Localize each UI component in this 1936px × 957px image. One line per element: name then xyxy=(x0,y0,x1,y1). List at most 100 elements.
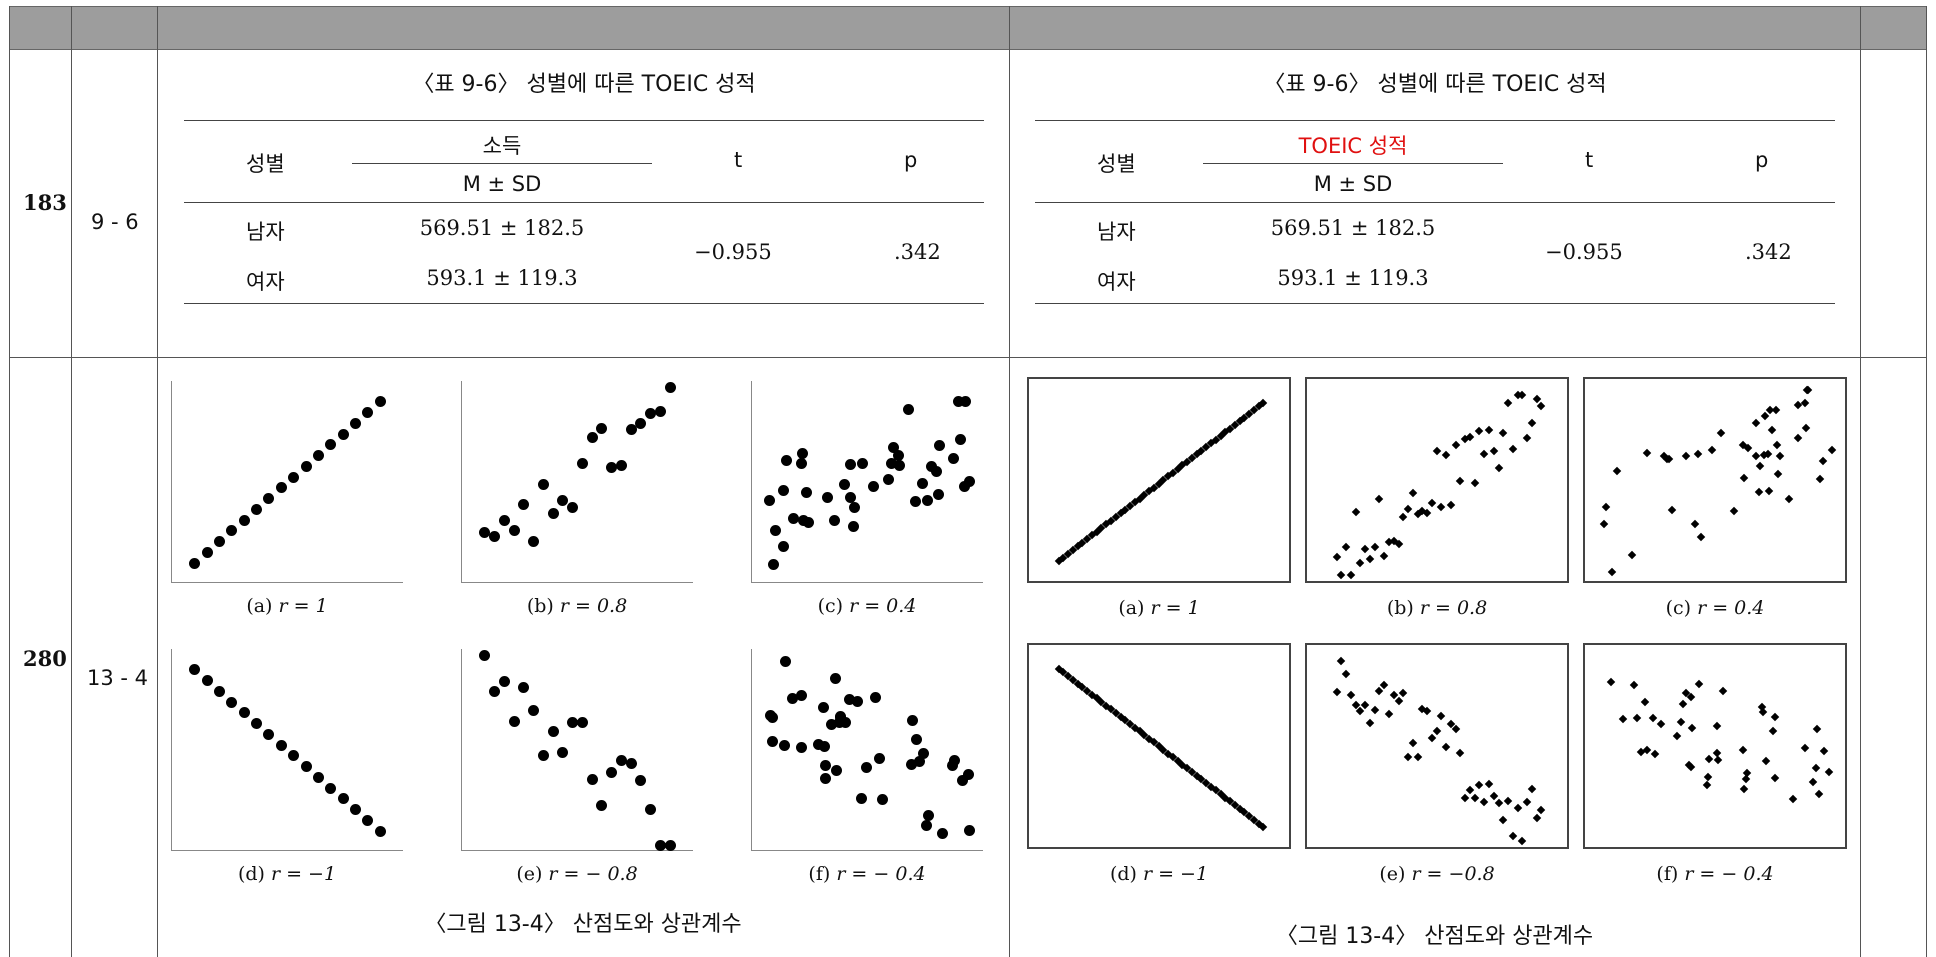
scatter-point xyxy=(1451,440,1460,450)
scatter-point xyxy=(201,547,213,559)
scatter-point xyxy=(1403,504,1413,514)
scatter-point xyxy=(238,707,250,719)
scatter-point xyxy=(1432,446,1441,455)
scatter-point xyxy=(856,792,868,804)
scatter-point xyxy=(933,440,945,452)
scatter-point xyxy=(830,764,842,776)
x-axis xyxy=(171,850,403,851)
t-value: −0.955 xyxy=(694,240,772,264)
scatter-point xyxy=(1668,505,1677,514)
section-number: 9 - 6 xyxy=(91,210,139,234)
scatter-point xyxy=(1456,477,1465,486)
scatter-point xyxy=(1332,687,1341,697)
scatter-point xyxy=(488,686,500,698)
scatter-point xyxy=(1422,509,1432,518)
scatter-point xyxy=(1712,721,1722,731)
scatter-point xyxy=(1812,724,1822,734)
scatter-point xyxy=(906,715,918,727)
panel-r-value: r = − 0.4 xyxy=(836,863,926,885)
scatter-point xyxy=(1702,780,1711,789)
scatter-point xyxy=(1427,498,1437,507)
scatter-point xyxy=(913,756,925,768)
panel-label-e: (e) r = −0.8 xyxy=(1305,863,1569,885)
scatter-point xyxy=(374,825,386,837)
page-number: 183 xyxy=(23,190,67,215)
panel-r-value: r = −0.8 xyxy=(1411,863,1495,885)
scatter-point xyxy=(1370,542,1379,552)
scatter-point xyxy=(528,536,540,548)
scatter-point xyxy=(1518,836,1527,846)
y-axis xyxy=(751,649,752,851)
scatter-point xyxy=(615,460,627,472)
scatter-point xyxy=(1800,398,1810,407)
scatter-point xyxy=(1537,805,1546,815)
scatter-point xyxy=(312,450,324,462)
panel-label-d: (d) r = −1 xyxy=(1027,863,1291,885)
scatter-point xyxy=(1818,456,1828,465)
scatter-point xyxy=(1739,473,1748,483)
scatter-point xyxy=(1379,551,1389,561)
scatter-point xyxy=(1628,550,1637,559)
scatter-box-f xyxy=(1583,643,1847,849)
scatter-point xyxy=(1513,803,1522,813)
scatter-point xyxy=(1341,543,1351,552)
scatter-point xyxy=(1612,466,1622,476)
scatter-point xyxy=(1403,752,1413,762)
scatter-point xyxy=(1494,799,1503,808)
scatter-plot-f xyxy=(751,649,983,851)
scatter-point xyxy=(1691,519,1700,529)
scatter-point xyxy=(1337,570,1346,580)
scatter-point xyxy=(488,531,500,543)
scatter-point xyxy=(1713,755,1723,765)
scatter-point xyxy=(251,718,263,730)
scatter-point xyxy=(1499,429,1508,438)
scatter-point xyxy=(1532,813,1541,823)
scatter-point xyxy=(1375,494,1384,503)
scatter-point xyxy=(557,746,569,758)
figure-caption: 〈그림 13-4〉 산점도와 상관계수 xyxy=(424,912,742,937)
panel-label-c: (c) r = 0.4 xyxy=(751,595,983,617)
scatter-point xyxy=(655,839,667,851)
scatter-point xyxy=(537,478,549,490)
scatter-point xyxy=(337,428,349,440)
scatter-point xyxy=(275,739,287,751)
scatter-point xyxy=(828,514,840,526)
scatter-point xyxy=(645,804,657,816)
scatter-point xyxy=(860,761,872,773)
scatter-point xyxy=(1775,451,1785,461)
scatter-point xyxy=(1769,727,1778,736)
scatter-point xyxy=(922,494,934,506)
x-axis xyxy=(171,582,403,583)
scatter-point xyxy=(819,772,831,784)
scatter-point xyxy=(843,694,855,706)
col-border xyxy=(71,6,72,957)
scatter-point xyxy=(1676,717,1685,727)
scatter-point xyxy=(869,692,881,704)
panel-letter: (c) xyxy=(817,595,850,617)
scatter-point xyxy=(1408,738,1418,747)
scatter-point xyxy=(848,502,860,514)
scatter-point xyxy=(909,496,921,508)
scatter-point xyxy=(1632,714,1641,723)
scatter-point xyxy=(288,750,300,762)
scatter-point xyxy=(830,673,842,685)
scatter-point xyxy=(796,742,808,754)
scatter-point xyxy=(893,450,905,462)
scatter-point xyxy=(963,769,975,781)
panel-r-value: r = −1 xyxy=(270,863,337,885)
panel-letter: (e) xyxy=(516,863,549,885)
scatter-point xyxy=(797,448,809,460)
scatter-point xyxy=(1341,669,1351,679)
scatter-point xyxy=(508,524,520,536)
col-gender: 성별 xyxy=(246,152,285,176)
scatter-point xyxy=(813,738,825,750)
row-label: 남자 xyxy=(246,220,285,244)
scatter-point xyxy=(911,734,922,746)
scatter-point xyxy=(1765,487,1774,496)
panel-label-b: (b) r = 0.8 xyxy=(1305,597,1569,619)
scatter-point xyxy=(1484,779,1494,789)
scatter-point xyxy=(923,809,935,821)
p-value: .342 xyxy=(1745,240,1792,264)
scatter-point xyxy=(325,782,337,794)
scatter-point xyxy=(635,418,647,430)
